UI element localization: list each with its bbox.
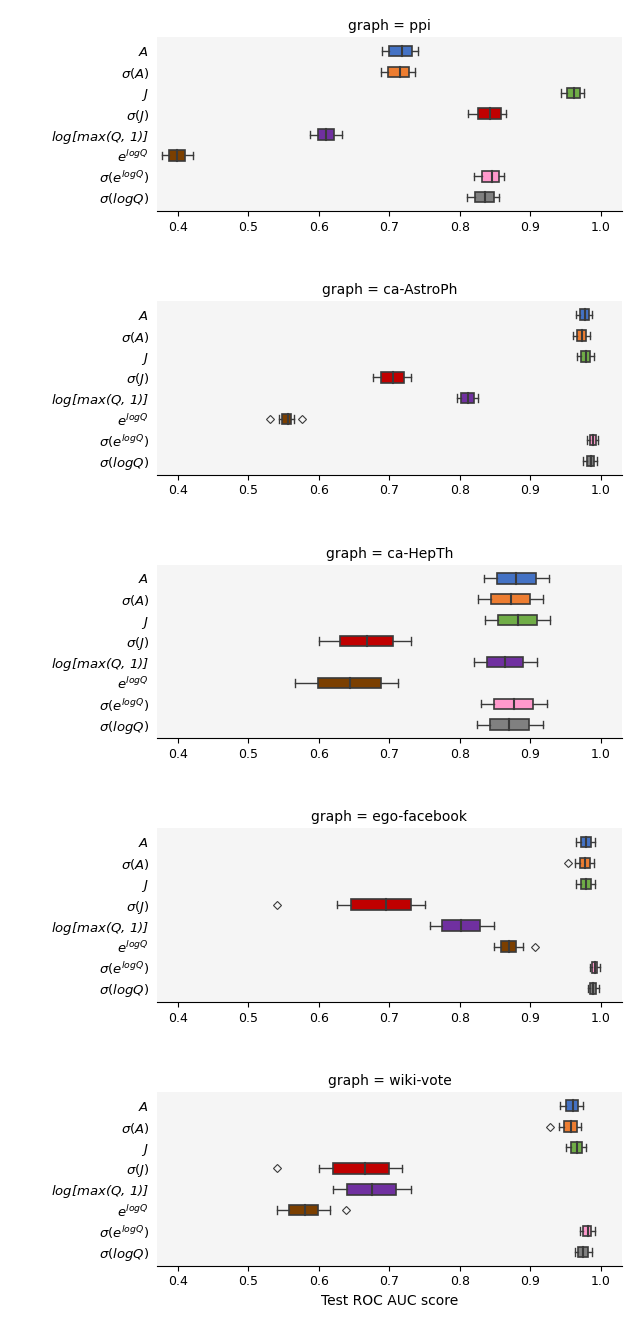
FancyBboxPatch shape (381, 372, 404, 383)
FancyBboxPatch shape (581, 837, 591, 848)
Title: graph = ego-facebook: graph = ego-facebook (312, 810, 467, 825)
FancyBboxPatch shape (317, 678, 381, 688)
FancyBboxPatch shape (498, 615, 538, 625)
FancyBboxPatch shape (333, 1163, 389, 1173)
FancyBboxPatch shape (491, 594, 531, 605)
FancyBboxPatch shape (579, 1247, 588, 1258)
FancyBboxPatch shape (289, 1206, 317, 1215)
FancyBboxPatch shape (587, 455, 594, 466)
X-axis label: Test ROC AUC score: Test ROC AUC score (321, 1294, 458, 1308)
FancyBboxPatch shape (593, 963, 597, 973)
FancyBboxPatch shape (388, 67, 409, 77)
Title: graph = wiki-vote: graph = wiki-vote (328, 1075, 451, 1088)
FancyBboxPatch shape (487, 657, 524, 668)
FancyBboxPatch shape (590, 983, 596, 993)
FancyBboxPatch shape (347, 1184, 397, 1195)
FancyBboxPatch shape (477, 108, 501, 119)
Title: graph = ca-AstroPh: graph = ca-AstroPh (322, 283, 457, 298)
FancyBboxPatch shape (581, 878, 591, 889)
FancyBboxPatch shape (589, 435, 596, 446)
FancyBboxPatch shape (577, 330, 586, 340)
FancyBboxPatch shape (501, 941, 516, 952)
Title: graph = ppi: graph = ppi (348, 20, 431, 33)
FancyBboxPatch shape (583, 1226, 591, 1236)
FancyBboxPatch shape (567, 88, 580, 97)
FancyBboxPatch shape (580, 857, 589, 868)
FancyBboxPatch shape (340, 635, 393, 646)
FancyBboxPatch shape (170, 151, 185, 160)
FancyBboxPatch shape (490, 720, 529, 730)
FancyBboxPatch shape (483, 171, 499, 182)
FancyBboxPatch shape (351, 900, 411, 910)
FancyBboxPatch shape (572, 1143, 582, 1152)
FancyBboxPatch shape (497, 573, 536, 583)
FancyBboxPatch shape (566, 1100, 579, 1111)
FancyBboxPatch shape (389, 45, 412, 56)
FancyBboxPatch shape (282, 414, 291, 425)
FancyBboxPatch shape (580, 310, 589, 320)
FancyBboxPatch shape (317, 129, 335, 140)
FancyBboxPatch shape (461, 392, 474, 403)
FancyBboxPatch shape (494, 698, 533, 709)
FancyBboxPatch shape (581, 351, 589, 362)
FancyBboxPatch shape (564, 1121, 577, 1132)
FancyBboxPatch shape (476, 192, 494, 203)
Title: graph = ca-HepTh: graph = ca-HepTh (326, 547, 453, 561)
FancyBboxPatch shape (442, 920, 479, 930)
